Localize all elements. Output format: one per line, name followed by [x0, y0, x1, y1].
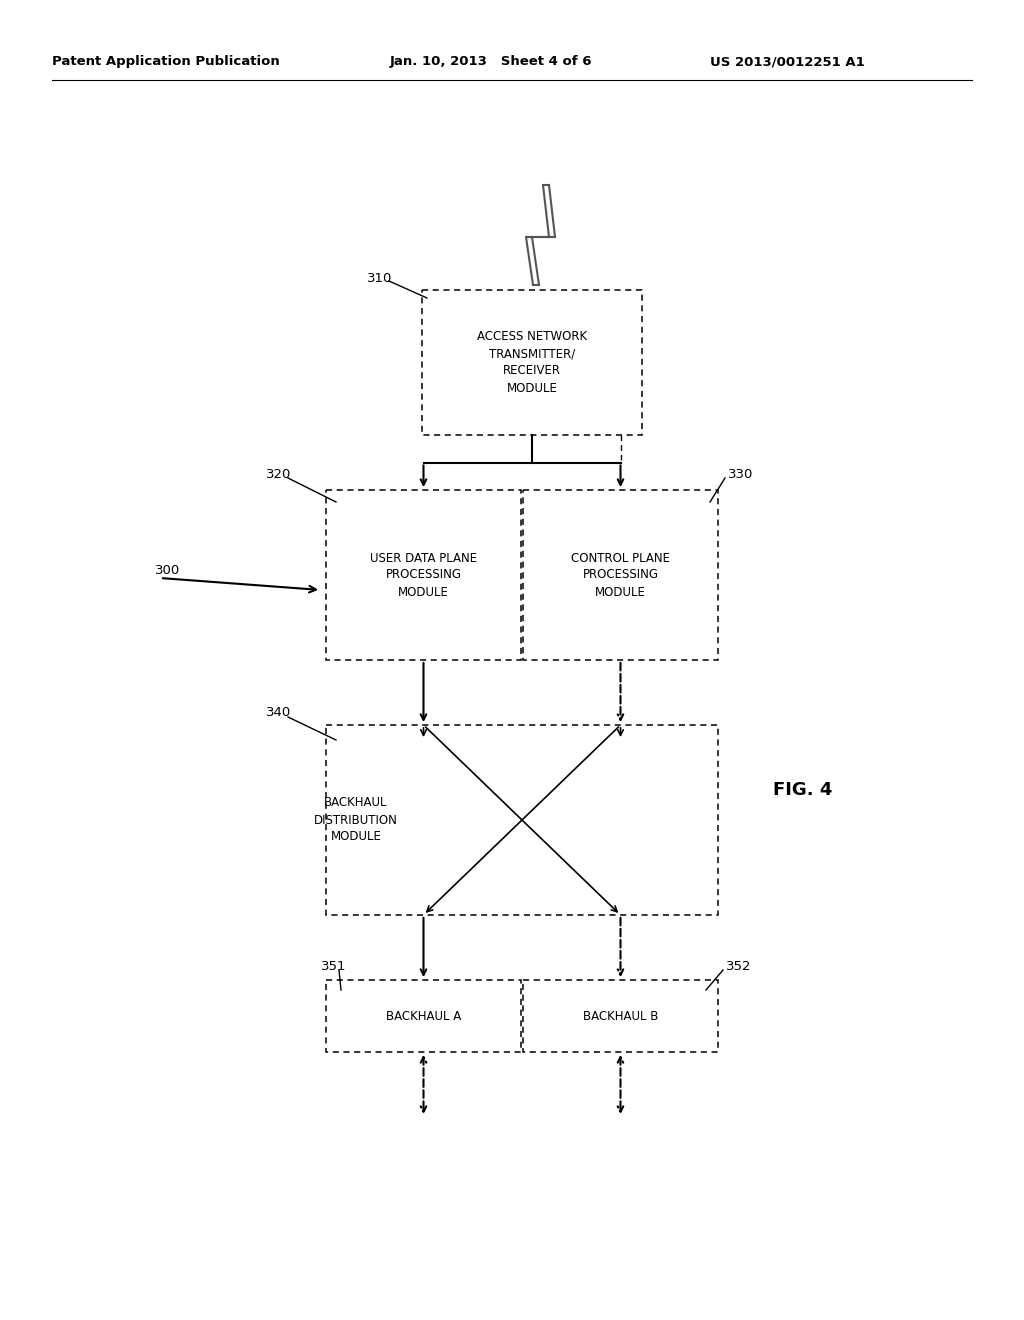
Text: BACKHAUL A: BACKHAUL A — [386, 1010, 461, 1023]
Bar — [422, 290, 642, 436]
Text: Jan. 10, 2013   Sheet 4 of 6: Jan. 10, 2013 Sheet 4 of 6 — [390, 55, 593, 69]
Text: US 2013/0012251 A1: US 2013/0012251 A1 — [710, 55, 864, 69]
Text: ACCESS NETWORK
TRANSMITTER/
RECEIVER
MODULE: ACCESS NETWORK TRANSMITTER/ RECEIVER MOD… — [477, 330, 587, 395]
Bar — [326, 725, 718, 915]
Text: 330: 330 — [728, 469, 754, 482]
Text: FIG. 4: FIG. 4 — [773, 781, 833, 799]
Text: BACKHAUL
DISTRIBUTION
MODULE: BACKHAUL DISTRIBUTION MODULE — [314, 796, 398, 843]
Text: 300: 300 — [155, 564, 180, 577]
Text: BACKHAUL B: BACKHAUL B — [583, 1010, 658, 1023]
Text: USER DATA PLANE
PROCESSING
MODULE: USER DATA PLANE PROCESSING MODULE — [370, 552, 477, 598]
Text: 320: 320 — [266, 469, 292, 482]
Text: 351: 351 — [321, 960, 346, 973]
Bar — [523, 490, 718, 660]
Text: CONTROL PLANE
PROCESSING
MODULE: CONTROL PLANE PROCESSING MODULE — [571, 552, 670, 598]
Bar — [523, 979, 718, 1052]
Bar — [326, 490, 521, 660]
Text: 310: 310 — [367, 272, 392, 285]
Bar — [326, 979, 521, 1052]
Text: Patent Application Publication: Patent Application Publication — [52, 55, 280, 69]
Text: 352: 352 — [726, 960, 752, 973]
Text: 340: 340 — [266, 706, 291, 719]
